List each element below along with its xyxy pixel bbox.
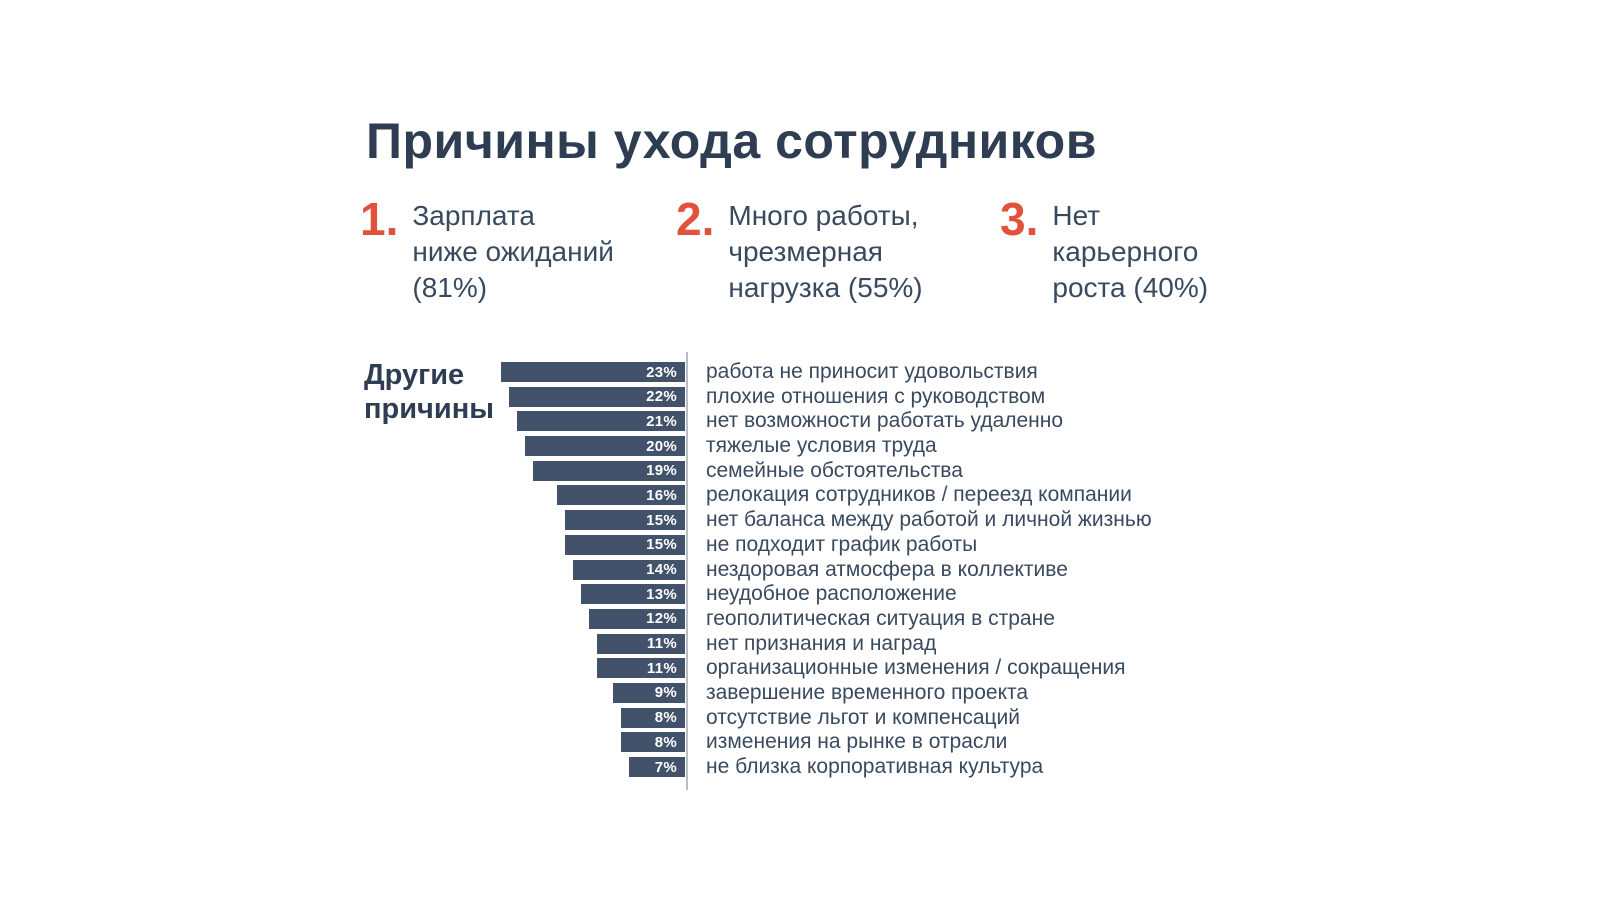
bar-track: 21% — [365, 411, 685, 432]
bar-track: 20% — [365, 436, 685, 457]
rank-number-3: 3. — [1000, 193, 1039, 245]
bar-value-label: 8% — [654, 709, 677, 727]
bar-value-label: 14% — [646, 561, 677, 578]
bar-value-label: 21% — [646, 412, 677, 430]
bar: 12% — [589, 608, 685, 629]
bar: 11% — [597, 633, 685, 654]
bar: 21% — [517, 411, 685, 432]
bar-category-label: не подходит график работы — [706, 532, 978, 556]
bar: 13% — [581, 584, 685, 605]
bar-row: 11% организационные изменения / сокращени… — [365, 656, 1152, 680]
top-reason-2-text: Много работы, чрезмерная нагрузка (55%) — [728, 200, 923, 303]
bar-row: 7% не близка корпоративная культура — [365, 755, 1152, 778]
bar: 22% — [509, 386, 685, 407]
rank-number-1: 1. — [360, 193, 399, 245]
bar-chart: 23% работа не приносит удовольствия 22% пло… — [365, 360, 1152, 778]
bar-category-label: нет баланса между работой и личной жизнь… — [706, 508, 1152, 532]
top-reason-1-text: Зарплата ниже ожиданий (81%) — [412, 200, 614, 303]
bar-row: 14% нездоровая атмосфера в коллективе — [365, 557, 1152, 581]
bar-row: 13% неудобное расположение — [365, 582, 1152, 606]
bar: 8% — [621, 732, 685, 753]
bar-value-label: 11% — [646, 659, 677, 677]
bar-row: 16% релокация сотрудников / переезд компа… — [365, 483, 1152, 507]
bar-value-label: 15% — [646, 511, 677, 529]
bar-category-label: нездоровая атмосфера в коллективе — [706, 557, 1068, 581]
chart-axis-divider — [686, 352, 688, 790]
bar-track: 8% — [365, 732, 685, 753]
bar-category-label: нет возможности работать удаленно — [706, 409, 1064, 433]
bar-category-label: неудобное расположение — [706, 582, 957, 606]
bar: 16% — [557, 485, 685, 506]
bar-track: 19% — [365, 460, 685, 481]
bar: 8% — [621, 707, 685, 728]
bar: 20% — [525, 436, 685, 457]
bar-category-label: отсутствие льгот и компенсаций — [706, 705, 1020, 729]
top-reason-3-text: Нет карьерного роста (40%) — [1052, 200, 1209, 303]
other-reasons-group-label: Другие причины — [364, 359, 495, 426]
bar: 7% — [629, 757, 685, 777]
bar-track: 9% — [365, 682, 685, 703]
bar-track: 8% — [365, 707, 685, 728]
bar-row: 12% геополитическая ситуация в стране — [365, 606, 1152, 630]
bar-category-label: работа не приносит удовольствия — [706, 360, 1038, 383]
top-reason-1: 1. Зарплата ниже ожиданий (81%) — [360, 196, 660, 305]
bar-track: 7% — [365, 757, 685, 777]
bar-value-label: 15% — [646, 536, 677, 554]
bar-value-label: 13% — [646, 585, 677, 603]
bar-category-label: тяжелые условия труда — [706, 434, 937, 458]
bar: 14% — [573, 559, 685, 580]
top-reason-2: 2. Много работы, чрезмерная нагрузка (55… — [676, 196, 986, 305]
bar-category-label: семейные обстоятельства — [706, 458, 963, 482]
bar-value-label: 9% — [654, 684, 677, 702]
bar-category-label: не близка корпоративная культура — [706, 755, 1044, 778]
bar: 23% — [501, 362, 685, 382]
bar-category-label: релокация сотрудников / переезд компании — [706, 483, 1132, 507]
bar-category-label: плохие отношения с руководством — [706, 384, 1046, 408]
bar-track: 12% — [365, 608, 685, 629]
bar-track: 16% — [365, 485, 685, 506]
bar-row: 20% тяжелые условия труда — [365, 434, 1152, 458]
bar-value-label: 12% — [646, 610, 677, 628]
bar-track: 11% — [365, 658, 685, 679]
bar-row: 21% нет возможности работать удаленно — [365, 409, 1152, 433]
bar-row: 15% не подходит график работы — [365, 532, 1152, 556]
bar-row: 8% изменения на рынке в отрасли — [365, 730, 1152, 754]
bar-value-label: 11% — [646, 635, 677, 653]
bar: 15% — [565, 510, 685, 531]
bar-track: 13% — [365, 584, 685, 605]
bar-track: 15% — [365, 510, 685, 531]
bar: 9% — [613, 682, 685, 703]
bar-category-label: организационные изменения / сокращения — [706, 656, 1126, 680]
bar-category-label: завершение временного проекта — [706, 680, 1029, 704]
bar-track: 15% — [365, 534, 685, 555]
bar-category-label: нет признания и наград — [706, 631, 937, 655]
bar-row: 9% завершение временного проекта — [365, 680, 1152, 704]
bar-value-label: 19% — [646, 462, 677, 480]
bar-value-label: 23% — [646, 363, 677, 381]
bar-row: 22% плохие отношения с руководством — [365, 384, 1152, 408]
bar-row: 11% нет признания и наград — [365, 631, 1152, 655]
page-title: Причины ухода сотрудников — [366, 113, 1097, 169]
bar-value-label: 8% — [654, 733, 677, 751]
bar: 11% — [597, 658, 685, 679]
top-reason-3: 3. Нет карьерного роста (40%) — [1000, 196, 1260, 305]
bar-track: 14% — [365, 559, 685, 580]
rank-number-2: 2. — [676, 193, 715, 245]
bar-value-label: 22% — [646, 388, 677, 406]
bar-row: 19% семейные обстоятельства — [365, 458, 1152, 482]
bar: 15% — [565, 534, 685, 555]
bar-value-label: 16% — [646, 486, 677, 504]
bar-row: 8% отсутствие льгот и компенсаций — [365, 705, 1152, 729]
bar-value-label: 20% — [646, 437, 677, 455]
bar-track: 23% — [365, 362, 685, 382]
bar-category-label: геополитическая ситуация в стране — [706, 606, 1055, 630]
bar-category-label: изменения на рынке в отрасли — [706, 730, 1008, 754]
bar: 19% — [533, 460, 685, 481]
bar-track: 11% — [365, 633, 685, 654]
bar-track: 22% — [365, 386, 685, 407]
bar-row: 15% нет баланса между работой и личной жи… — [365, 508, 1152, 532]
bar-row: 23% работа не приносит удовольствия — [365, 360, 1152, 383]
bar-value-label: 7% — [654, 758, 677, 776]
